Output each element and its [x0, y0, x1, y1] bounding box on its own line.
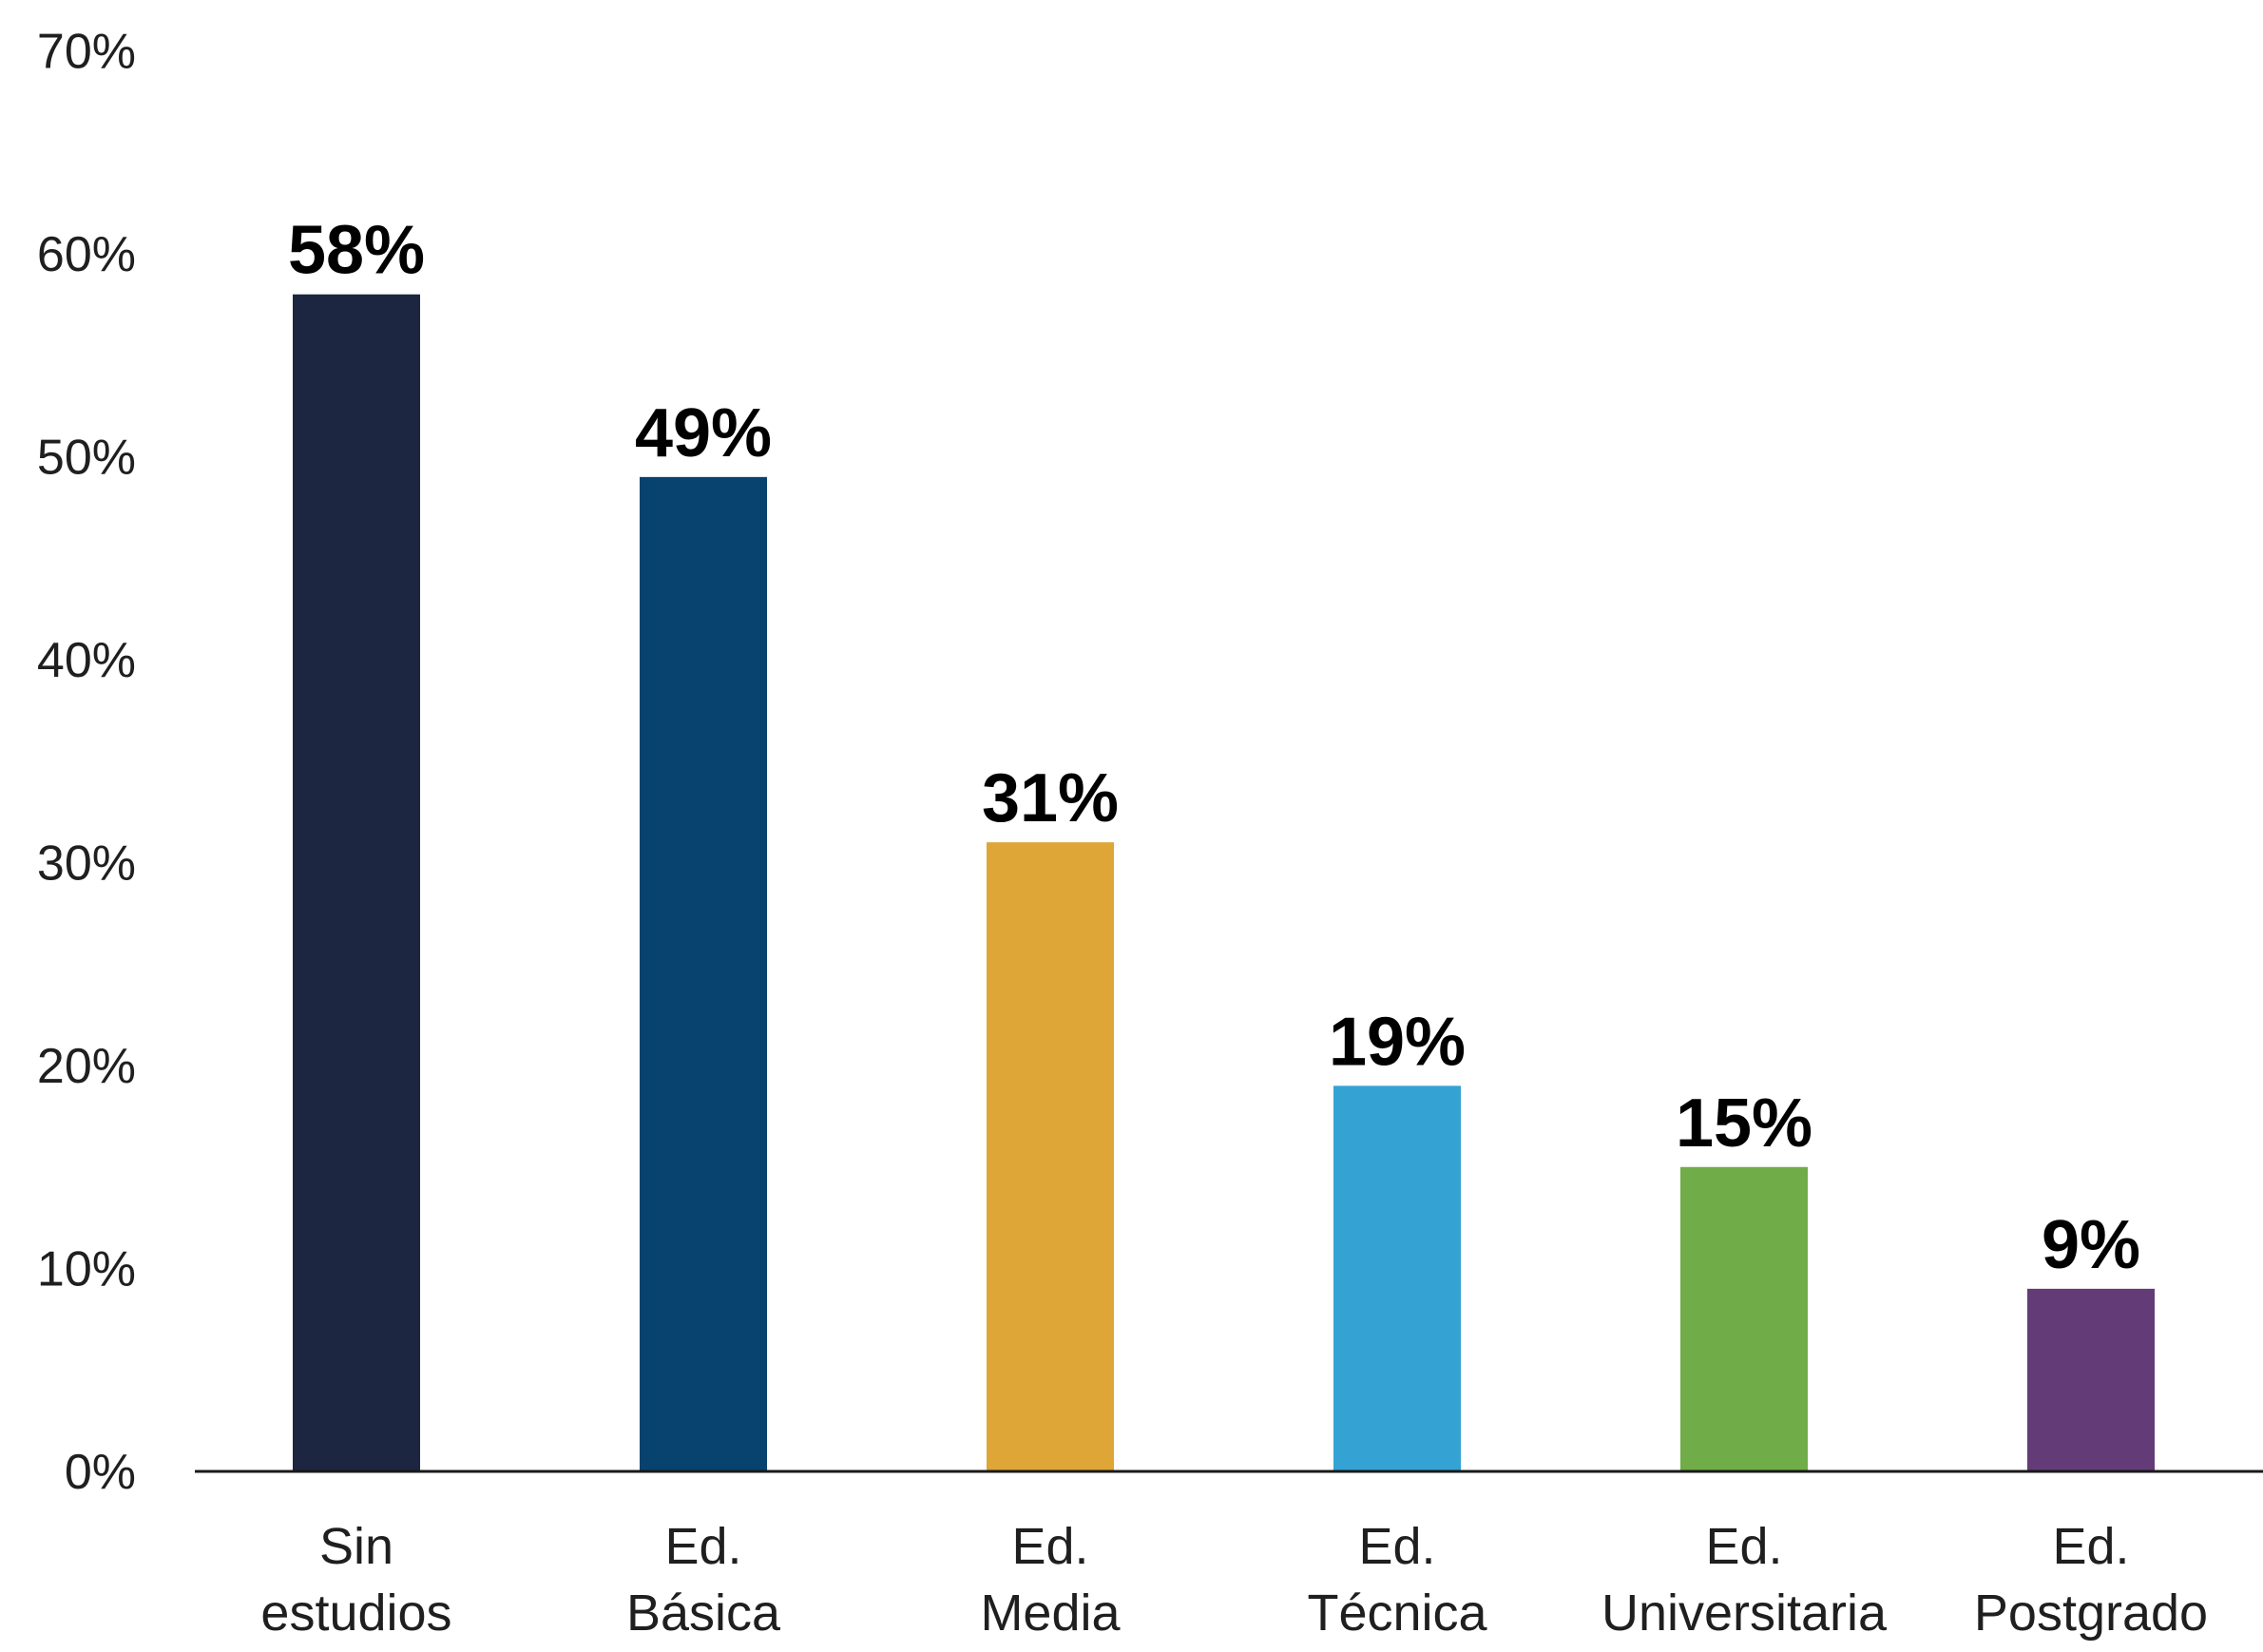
x-category-label: Sin estudios [260, 1518, 451, 1642]
bar [987, 842, 1114, 1471]
x-category-label: Ed. Media [980, 1518, 1121, 1642]
x-category-label: Ed. Postgrado [1974, 1518, 2208, 1642]
bar-value-label: 15% [1676, 1085, 1812, 1162]
y-tick-label: 0% [65, 1445, 136, 1500]
y-tick-label: 60% [37, 227, 136, 282]
bar [2027, 1288, 2155, 1471]
x-category-label-line: Sin [319, 1518, 393, 1575]
x-category-label-line: Básica [626, 1585, 781, 1642]
bar-value-label: 31% [982, 760, 1119, 836]
bar-value-label: 9% [2042, 1207, 2140, 1283]
x-category-label-line: Ed. [664, 1518, 741, 1575]
y-tick-label: 30% [37, 836, 136, 892]
x-category-label-line: Ed. [2052, 1518, 2129, 1575]
x-category-label-line: Ed. [1011, 1518, 1088, 1575]
x-category-label-line: Ed. [1358, 1518, 1435, 1575]
bar [1333, 1085, 1461, 1471]
x-category-label-line: estudios [260, 1585, 451, 1642]
bar [1680, 1166, 1808, 1471]
y-tick-label: 10% [37, 1242, 136, 1297]
x-category-label-line: Ed. [1705, 1518, 1782, 1575]
x-category-label: Ed. Universitaria [1601, 1518, 1888, 1642]
y-tick-label: 40% [37, 633, 136, 688]
bar [640, 476, 767, 1472]
x-category-label-line: Postgrado [1974, 1585, 2208, 1642]
x-category-label: Ed. Básica [626, 1518, 781, 1642]
y-tick-label: 20% [37, 1039, 136, 1094]
value-labels: 58% 49% 31% 19% 15% 9% [288, 213, 2140, 1283]
x-category-label-line: Universitaria [1601, 1585, 1888, 1642]
bars [293, 294, 2155, 1472]
bar-value-label: 58% [288, 213, 425, 289]
bar-value-label: 49% [635, 395, 772, 471]
y-axis-ticks: 0% 10% 20% 30% 40% 50% 60% 70% [37, 25, 136, 1501]
x-category-label: Ed. Técnica [1307, 1518, 1487, 1642]
bar [293, 294, 420, 1472]
y-tick-label: 70% [37, 25, 136, 80]
y-tick-label: 50% [37, 431, 136, 486]
bar-value-label: 19% [1329, 1004, 1466, 1080]
x-category-label-line: Técnica [1307, 1585, 1487, 1642]
x-category-label-line: Media [980, 1585, 1121, 1642]
